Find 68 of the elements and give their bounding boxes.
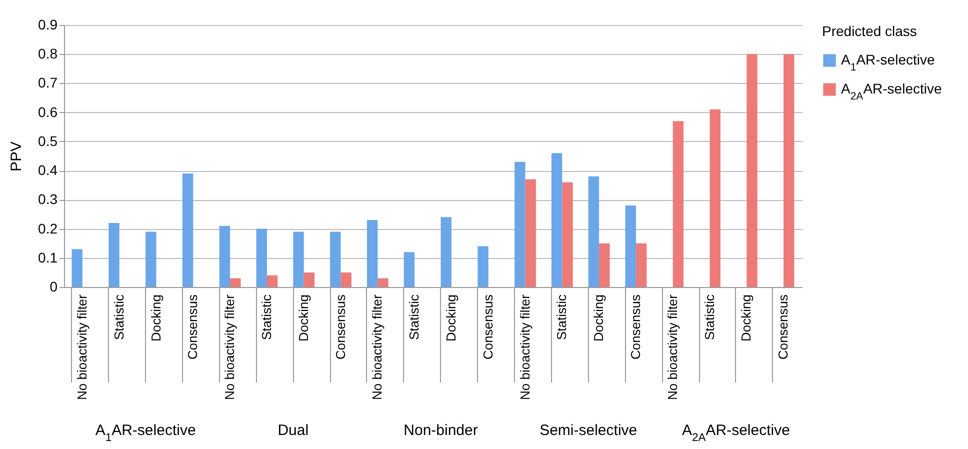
bar (266, 275, 278, 287)
legend-title: Predicted class (822, 23, 917, 39)
bar (330, 232, 341, 287)
bar (340, 272, 352, 287)
x-tick-label: Statistic (702, 294, 717, 340)
bar (146, 232, 156, 287)
x-tick-label: Consensus (480, 294, 496, 360)
bar (230, 278, 241, 287)
x-tick-label: Consensus (185, 294, 200, 360)
bar (551, 153, 562, 287)
y-tick-label: 0.5 (38, 132, 58, 149)
bar (514, 162, 526, 287)
bar (636, 243, 647, 287)
x-tick-label: Docking (443, 294, 458, 342)
text: A$_{1}$AR-selective (95, 422, 196, 444)
x-tick-label: Consensus (776, 294, 791, 360)
bar (404, 252, 415, 287)
y-axis-title: PPV (8, 141, 26, 172)
x-tick-label: Docking (296, 294, 311, 342)
y-tick-label: 0.6 (38, 104, 58, 120)
y-tick-label: 0.8 (38, 46, 58, 62)
x-tick-label: No bioactivity filter (222, 294, 238, 400)
x-tick-label: No bioactivity filter (370, 294, 385, 400)
text: Non-binder (404, 422, 478, 439)
bar (672, 121, 684, 287)
y-tick-label: 0 (50, 278, 58, 294)
legend-label: A$_{1}$AR-selective (841, 52, 935, 74)
x-tick-label: No bioactivity filter (517, 294, 532, 400)
bar (366, 220, 378, 287)
x-tick-label: Statistic (554, 294, 570, 340)
x-tick-label: Statistic (111, 294, 126, 340)
y-tick-label: 0.9 (38, 16, 58, 32)
x-tick-label: Docking (591, 294, 606, 342)
bar (108, 222, 120, 287)
text: Semi-selective (540, 422, 638, 439)
x-tick-label: Docking (738, 294, 754, 342)
bar (256, 228, 267, 287)
bar (293, 232, 304, 287)
x-tick-label: Consensus (628, 294, 643, 360)
y-tick-label: 0.1 (38, 249, 58, 266)
x-tick-label: Consensus (332, 294, 348, 360)
x-tick-label: Statistic (406, 294, 422, 340)
text: A$_{2A}$AR-selective (682, 422, 790, 444)
bar (710, 109, 720, 287)
bar (525, 179, 536, 287)
text: Dual (278, 422, 309, 439)
bar (378, 278, 388, 287)
bar (625, 205, 636, 287)
bar (182, 173, 194, 287)
bar (219, 226, 230, 287)
x-tick-label: No bioactivity filter (664, 294, 680, 400)
bar (440, 217, 452, 287)
y-tick-label: 0.3 (38, 191, 58, 208)
bar (562, 182, 573, 287)
bar (304, 272, 315, 287)
bar (599, 243, 610, 287)
y-tick-label: 0.7 (38, 74, 58, 91)
bar (72, 249, 82, 287)
legend-label: A$_{2A}$AR-selective (841, 80, 942, 102)
bar (784, 54, 794, 287)
bar (478, 246, 488, 287)
x-tick-label: Statistic (258, 294, 274, 340)
bar (746, 54, 758, 287)
x-tick-label: Docking (148, 294, 164, 342)
y-tick-label: 0.2 (38, 220, 58, 236)
y-tick-label: 0.4 (38, 162, 58, 178)
bar (588, 176, 600, 287)
x-tick-label: No bioactivity filter (74, 294, 90, 400)
